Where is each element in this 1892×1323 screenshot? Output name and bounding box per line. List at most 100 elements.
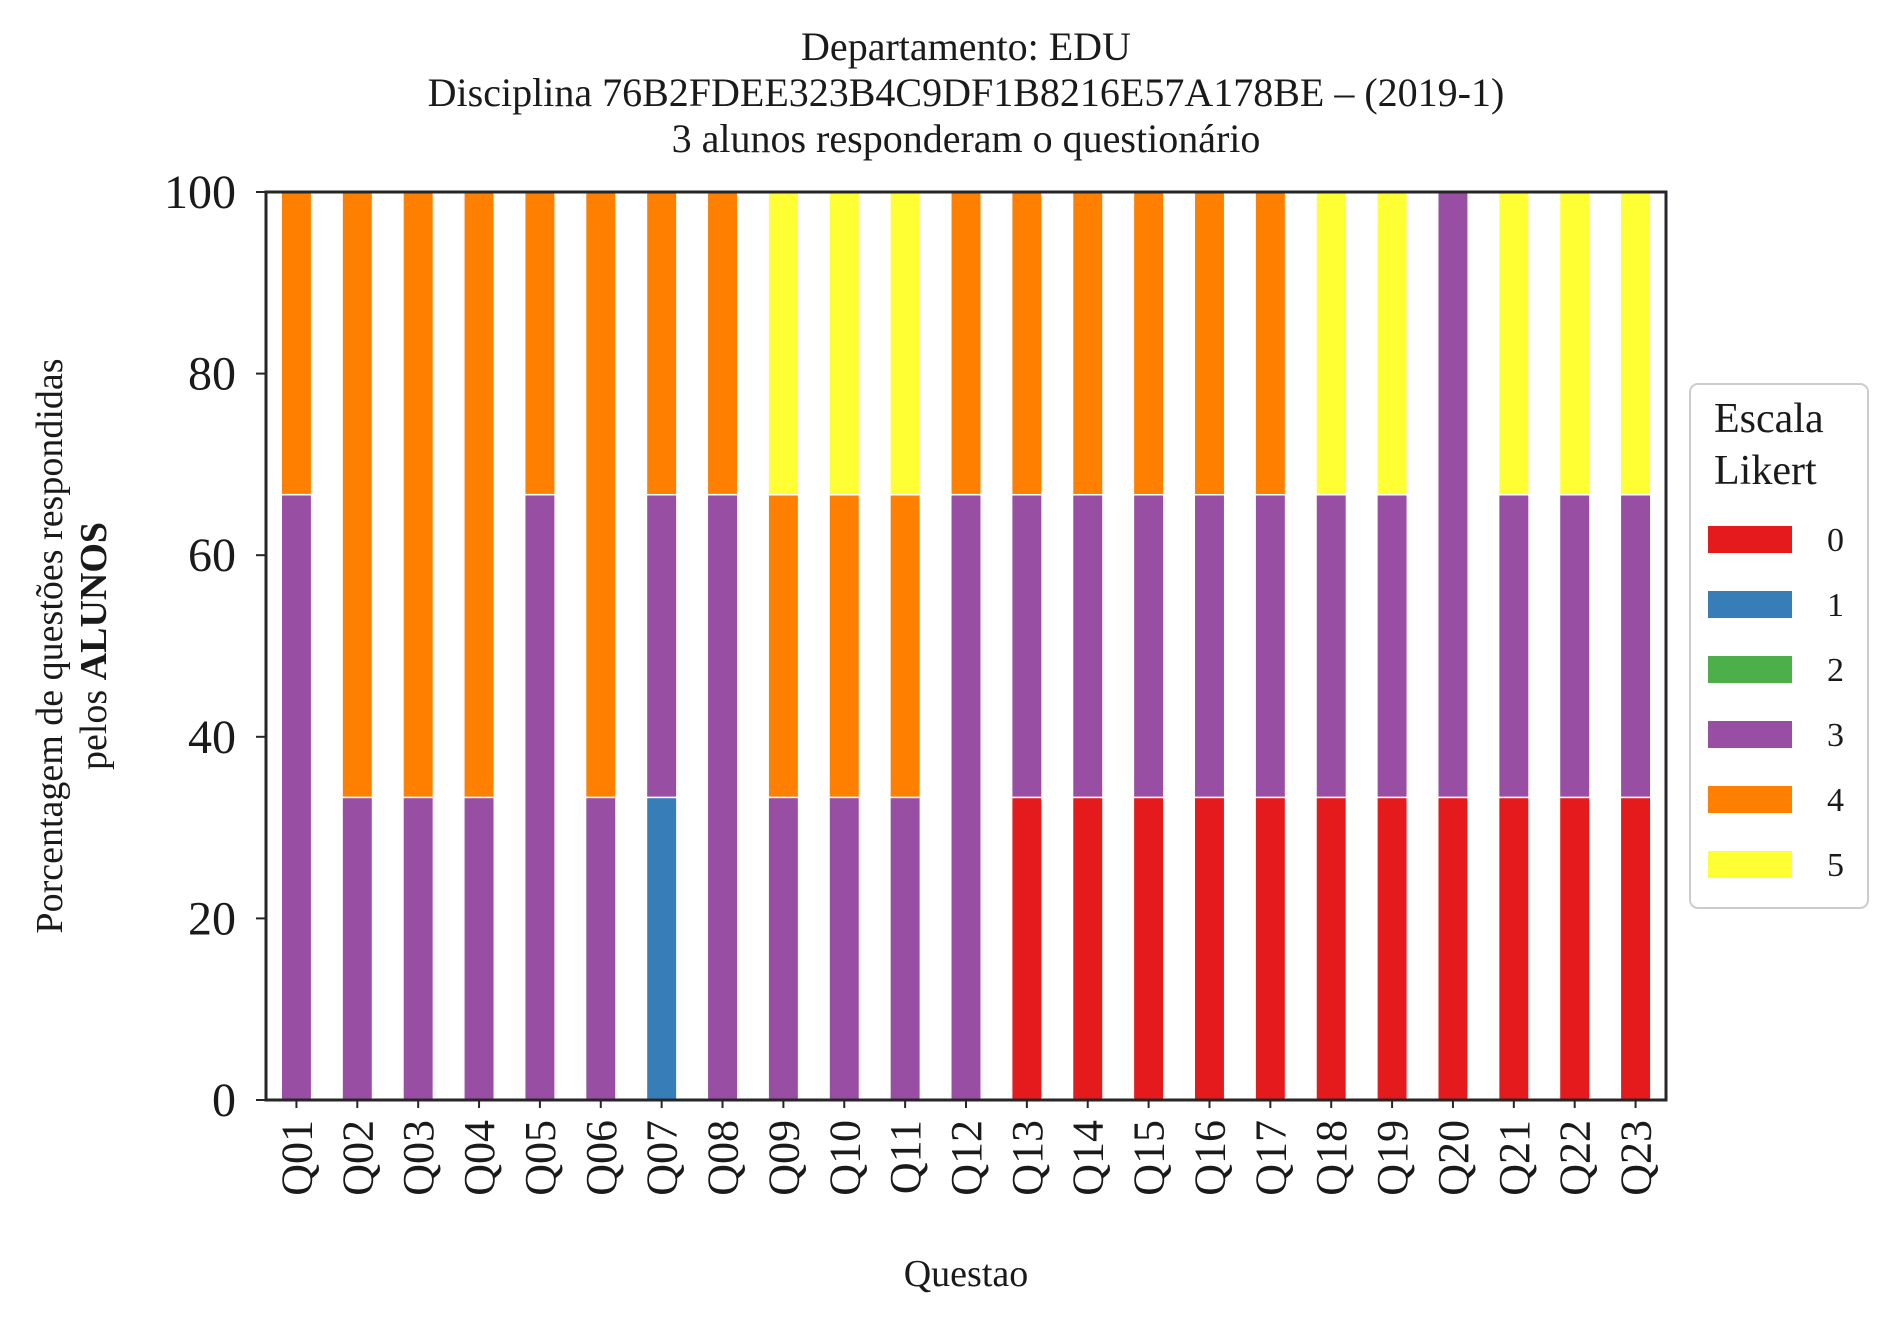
bar-Q15-scale-0 [1132, 796, 1165, 1101]
legend-label-4: 4 [1827, 782, 1844, 819]
legend-label-0: 0 [1827, 522, 1844, 559]
bar-Q02-scale-4 [341, 191, 374, 799]
y-tick-label-40: 40 [188, 711, 236, 764]
bar-Q12-scale-4 [950, 191, 982, 496]
x-tick-label-Q17: Q17 [1246, 1120, 1295, 1196]
y-axis-label-bold: ALUNOS [73, 522, 115, 680]
bar-Q14-scale-0 [1071, 796, 1104, 1101]
bar-Q04-scale-3 [463, 796, 496, 1101]
bar-Q19-scale-0 [1376, 796, 1409, 1101]
legend-swatch-1 [1708, 591, 1792, 618]
bar-Q07-scale-3 [645, 493, 678, 799]
bar-Q09-scale-4 [767, 493, 800, 799]
bar-Q07-scale-1 [645, 796, 678, 1101]
y-tick-label-0: 0 [212, 1074, 236, 1127]
y-tick-label-20: 20 [188, 892, 236, 945]
x-tick-label-Q21: Q21 [1490, 1120, 1539, 1196]
y-tick-label-60: 60 [188, 529, 236, 582]
x-tick-label-Q15: Q15 [1125, 1120, 1174, 1196]
bar-Q13-scale-0 [1010, 796, 1043, 1101]
bar-Q09-scale-5 [767, 191, 800, 496]
y-axis-label-line2: pelos ALUNOS [73, 522, 115, 770]
x-tick-label-Q12: Q12 [942, 1120, 991, 1196]
bar-Q10-scale-3 [828, 796, 861, 1101]
x-tick-label-Q23: Q23 [1612, 1120, 1661, 1196]
bar-Q05-scale-3 [523, 493, 556, 1101]
bar-Q16-scale-3 [1193, 493, 1226, 799]
bar-Q11-scale-4 [889, 493, 922, 799]
bar-Q16-scale-4 [1193, 191, 1226, 496]
y-axis: 0 20 40 60 80 100 [164, 166, 266, 1127]
x-tick-label-Q07: Q07 [638, 1120, 687, 1196]
bar-Q21-scale-5 [1497, 191, 1530, 496]
legend-swatch-0 [1708, 526, 1792, 553]
bar-Q17-scale-3 [1254, 493, 1287, 799]
bar-Q18-scale-3 [1315, 493, 1348, 799]
legend-label-3: 3 [1827, 717, 1844, 754]
bar-Q15-scale-4 [1132, 191, 1165, 496]
bar-Q19-scale-5 [1376, 191, 1409, 496]
x-tick-label-Q20: Q20 [1429, 1120, 1478, 1196]
bar-Q21-scale-3 [1497, 493, 1530, 799]
x-tick-label-Q19: Q19 [1368, 1120, 1417, 1196]
bar-Q01-scale-4 [280, 191, 313, 496]
bar-Q05-scale-4 [523, 191, 556, 496]
bar-Q10-scale-5 [828, 191, 861, 496]
x-tick-label-Q03: Q03 [394, 1120, 443, 1196]
bar-Q14-scale-4 [1071, 191, 1104, 496]
y-axis-label-line1: Porcentagem de questões respondidas [29, 358, 71, 933]
x-tick-label-Q06: Q06 [577, 1120, 626, 1196]
y-tick-label-100: 100 [164, 166, 236, 219]
bars-group [280, 191, 1652, 1101]
title-line-3: 3 alunos responderam o questionário [672, 116, 1261, 161]
bar-Q19-scale-3 [1376, 493, 1409, 799]
x-axis: Q01 Q02 Q03 Q04 Q05 Q06 Q07 Q08 Q09 Q10 Q11 Q12 Q13 Q… [272, 1100, 1661, 1196]
bar-Q17-scale-0 [1254, 796, 1287, 1101]
x-tick-label-Q16: Q16 [1185, 1120, 1234, 1196]
legend-swatch-2 [1708, 656, 1792, 683]
legend-box [1689, 383, 1869, 909]
bar-Q20-scale-0 [1436, 796, 1469, 1101]
x-tick-label-Q22: Q22 [1551, 1120, 1600, 1196]
x-tick-label-Q08: Q08 [699, 1120, 748, 1196]
x-tick-label-Q02: Q02 [333, 1120, 382, 1196]
bar-Q08-scale-3 [706, 493, 739, 1101]
bar-Q13-scale-3 [1010, 493, 1043, 799]
legend-title-line-2: Likert [1714, 448, 1817, 494]
bar-Q13-scale-4 [1010, 191, 1043, 496]
bar-Q17-scale-4 [1254, 191, 1287, 496]
bar-Q23-scale-0 [1619, 796, 1652, 1101]
bar-Q23-scale-3 [1619, 493, 1652, 799]
y-tick-label-80: 80 [188, 348, 236, 401]
x-tick-label-Q18: Q18 [1307, 1120, 1356, 1196]
bar-Q06-scale-3 [584, 796, 617, 1101]
bar-Q21-scale-0 [1497, 796, 1530, 1101]
legend-label-2: 2 [1827, 652, 1844, 689]
bar-Q11-scale-5 [889, 191, 922, 496]
legend-swatch-4 [1708, 786, 1792, 813]
bar-Q08-scale-4 [706, 191, 739, 496]
x-tick-label-Q04: Q04 [455, 1120, 504, 1196]
bar-Q09-scale-3 [767, 796, 800, 1101]
x-tick-label-Q10: Q10 [820, 1120, 869, 1196]
legend-label-1: 1 [1827, 587, 1844, 624]
bar-Q23-scale-5 [1619, 191, 1652, 496]
legend-swatch-5 [1708, 851, 1792, 878]
bar-Q03-scale-3 [402, 796, 435, 1101]
x-tick-label-Q14: Q14 [1064, 1120, 1113, 1196]
bar-Q10-scale-4 [828, 493, 861, 799]
y-axis-label: Porcentagem de questões respondidas pelo… [29, 358, 115, 933]
bar-Q15-scale-3 [1132, 493, 1165, 799]
title-line-2: Disciplina 76B2FDEE323B4C9DF1B8216E57A17… [428, 70, 1505, 115]
bar-Q06-scale-4 [584, 191, 617, 799]
x-tick-label-Q11: Q11 [881, 1120, 930, 1194]
bar-Q07-scale-4 [645, 191, 678, 496]
x-tick-label-Q09: Q09 [759, 1120, 808, 1196]
x-tick-label-Q05: Q05 [516, 1120, 565, 1196]
bar-Q18-scale-0 [1315, 796, 1348, 1101]
bar-Q16-scale-0 [1193, 796, 1226, 1101]
bar-Q03-scale-4 [402, 191, 435, 799]
